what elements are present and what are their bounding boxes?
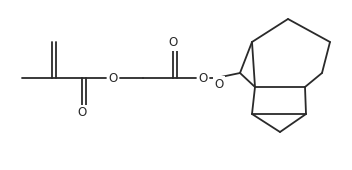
Text: O: O — [168, 37, 178, 49]
Text: O: O — [199, 72, 208, 84]
Text: O: O — [108, 72, 118, 84]
Text: O: O — [214, 78, 224, 90]
Text: O: O — [77, 106, 87, 120]
